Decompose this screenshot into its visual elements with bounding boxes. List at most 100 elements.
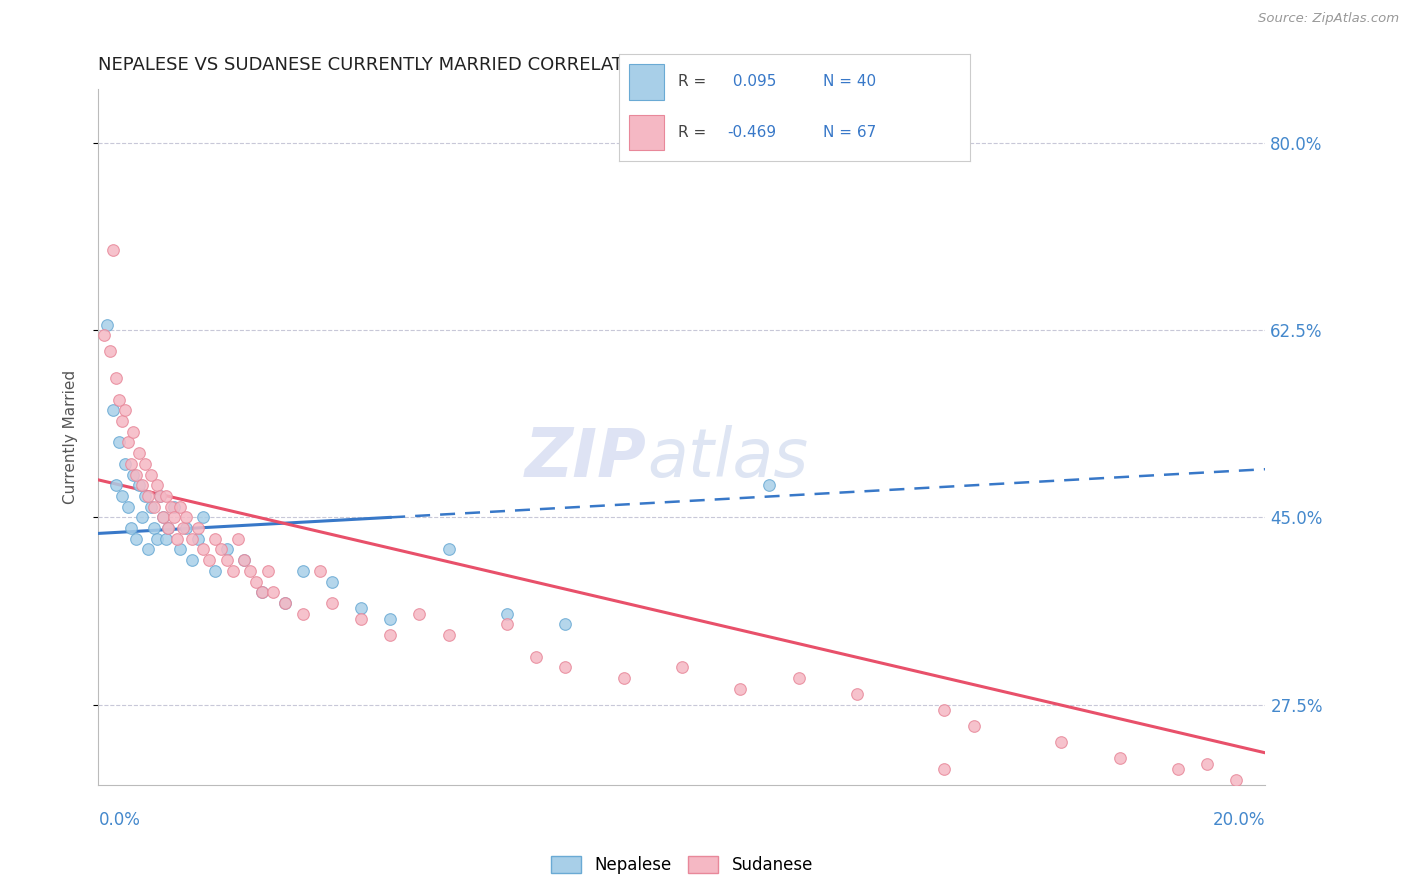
Point <box>221 564 243 578</box>
Point <box>120 457 142 471</box>
Point <box>117 435 139 450</box>
Point <box>108 392 131 407</box>
Point <box>1108 751 1130 765</box>
Point <box>934 703 956 717</box>
Point <box>134 489 156 503</box>
Point <box>136 489 159 503</box>
Text: ZIP: ZIP <box>524 425 647 491</box>
Point <box>215 553 238 567</box>
Point <box>408 607 430 621</box>
Point <box>671 660 693 674</box>
Point <box>250 585 273 599</box>
Point <box>108 435 131 450</box>
Point <box>128 478 150 492</box>
Text: NEPALESE VS SUDANESE CURRENTLY MARRIED CORRELATION CHART: NEPALESE VS SUDANESE CURRENTLY MARRIED C… <box>98 56 723 74</box>
Point <box>262 585 284 599</box>
Point <box>787 671 810 685</box>
Point <box>962 719 984 733</box>
Point <box>180 553 202 567</box>
Point <box>104 478 127 492</box>
Point <box>155 489 177 503</box>
Point <box>180 532 202 546</box>
Point <box>1195 756 1218 771</box>
Point <box>554 617 576 632</box>
Point <box>166 532 188 546</box>
Point <box>215 542 238 557</box>
Point <box>172 521 194 535</box>
Point <box>1050 735 1073 749</box>
Point <box>139 467 162 482</box>
Point <box>146 532 169 546</box>
Point <box>117 500 139 514</box>
Point <box>160 500 183 514</box>
Text: 0.095: 0.095 <box>728 74 776 89</box>
Point <box>256 564 278 578</box>
Point <box>136 542 159 557</box>
Point <box>169 542 191 557</box>
Point <box>845 687 868 701</box>
Point <box>146 478 169 492</box>
Point <box>111 414 134 428</box>
Point <box>204 532 226 546</box>
Point <box>228 532 250 546</box>
Point <box>274 596 297 610</box>
Point <box>149 489 172 503</box>
Point <box>104 371 127 385</box>
Point <box>291 607 314 621</box>
Point <box>111 489 134 503</box>
Point <box>309 564 332 578</box>
Bar <box>630 64 664 100</box>
Point <box>125 467 148 482</box>
Point <box>139 500 162 514</box>
Point <box>96 318 118 332</box>
Point <box>730 681 752 696</box>
Point <box>98 344 121 359</box>
Text: R =: R = <box>678 74 711 89</box>
Point <box>157 521 180 535</box>
Point <box>1167 762 1189 776</box>
Point <box>612 671 634 685</box>
Point <box>187 532 209 546</box>
Point <box>239 564 262 578</box>
Point <box>274 596 297 610</box>
Point <box>157 521 180 535</box>
Point <box>131 510 153 524</box>
Point <box>378 612 402 626</box>
Point <box>101 243 124 257</box>
Text: N = 40: N = 40 <box>823 74 876 89</box>
Text: N = 67: N = 67 <box>823 125 876 140</box>
Point <box>204 564 226 578</box>
Point <box>321 596 343 610</box>
Point <box>245 574 267 589</box>
Legend: Nepalese, Sudanese: Nepalese, Sudanese <box>544 849 820 880</box>
Point <box>128 446 150 460</box>
Point <box>131 478 153 492</box>
Point <box>152 510 174 524</box>
Point <box>350 601 373 615</box>
Point <box>122 467 145 482</box>
Point <box>155 532 177 546</box>
Point <box>250 585 273 599</box>
Point <box>233 553 256 567</box>
Point <box>437 628 460 642</box>
Point <box>169 500 191 514</box>
Point <box>122 425 145 439</box>
Point <box>174 521 197 535</box>
Point <box>524 649 547 664</box>
Point <box>378 628 402 642</box>
Point <box>142 521 165 535</box>
Text: Source: ZipAtlas.com: Source: ZipAtlas.com <box>1258 12 1399 25</box>
Point <box>114 403 136 417</box>
Text: -0.469: -0.469 <box>728 125 776 140</box>
Point <box>163 500 186 514</box>
Point <box>149 489 172 503</box>
Point <box>934 762 956 776</box>
Point <box>142 500 165 514</box>
Point <box>174 510 197 524</box>
Point <box>120 521 142 535</box>
Y-axis label: Currently Married: Currently Married <box>63 370 77 504</box>
Point <box>437 542 460 557</box>
Point <box>198 553 221 567</box>
Point <box>114 457 136 471</box>
Text: 20.0%: 20.0% <box>1213 811 1265 829</box>
